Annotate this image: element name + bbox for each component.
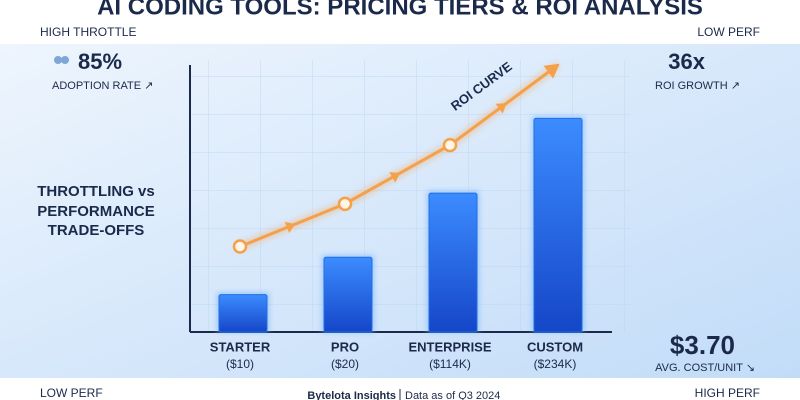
footer-brand: Bytelota Insights bbox=[307, 390, 396, 400]
roi-chevron bbox=[389, 172, 401, 183]
x-tick-label: CUSTOM bbox=[527, 339, 583, 354]
x-tick-sublabel: ($114K) bbox=[429, 357, 471, 371]
bar bbox=[428, 192, 478, 333]
corner-label: HIGH PERF bbox=[695, 386, 760, 400]
corner-label: LOW PERF bbox=[697, 25, 760, 39]
bar bbox=[533, 117, 583, 333]
side-title: TRADE-OFFS bbox=[48, 222, 145, 239]
stat-value: 85% bbox=[78, 49, 122, 74]
chart-title: AI CODING TOOLS: PRICING TIERS & ROI ANA… bbox=[97, 0, 703, 20]
x-tick-sublabel: ($10) bbox=[226, 357, 254, 371]
corner-label: LOW PERF bbox=[40, 386, 103, 400]
roi-point bbox=[337, 196, 353, 212]
side-title: THROTTLING vs bbox=[37, 183, 155, 200]
roi-point bbox=[442, 137, 458, 153]
bar bbox=[323, 256, 373, 333]
roi-chevron bbox=[284, 221, 296, 234]
stat-value: $3.70 bbox=[670, 330, 735, 360]
footer-note: Data as of Q3 2024 bbox=[405, 390, 500, 400]
stat-label: ADOPTION RATE ↗ bbox=[52, 80, 153, 92]
roi-arrowhead bbox=[543, 63, 560, 79]
side-title: PERFORMANCE bbox=[37, 203, 155, 220]
stat-label: ROI GROWTH ↗ bbox=[655, 80, 740, 92]
x-tick-sublabel: ($20) bbox=[331, 357, 359, 371]
user-icon bbox=[61, 56, 69, 64]
user-icon bbox=[54, 56, 62, 64]
x-tick-sublabel: ($234K) bbox=[534, 357, 577, 371]
x-tick-label: STARTER bbox=[210, 339, 271, 354]
roi-point bbox=[232, 239, 248, 254]
corner-label: HIGH THROTTLE bbox=[40, 25, 136, 39]
x-tick-label: ENTERPRISE bbox=[408, 339, 491, 354]
x-tick-label: PRO bbox=[331, 339, 359, 354]
bar bbox=[218, 294, 268, 333]
stat-value: 36x bbox=[668, 49, 705, 74]
stat-label: AVG. COST/UNIT ↘ bbox=[655, 362, 755, 374]
roi-chevron bbox=[495, 103, 507, 114]
